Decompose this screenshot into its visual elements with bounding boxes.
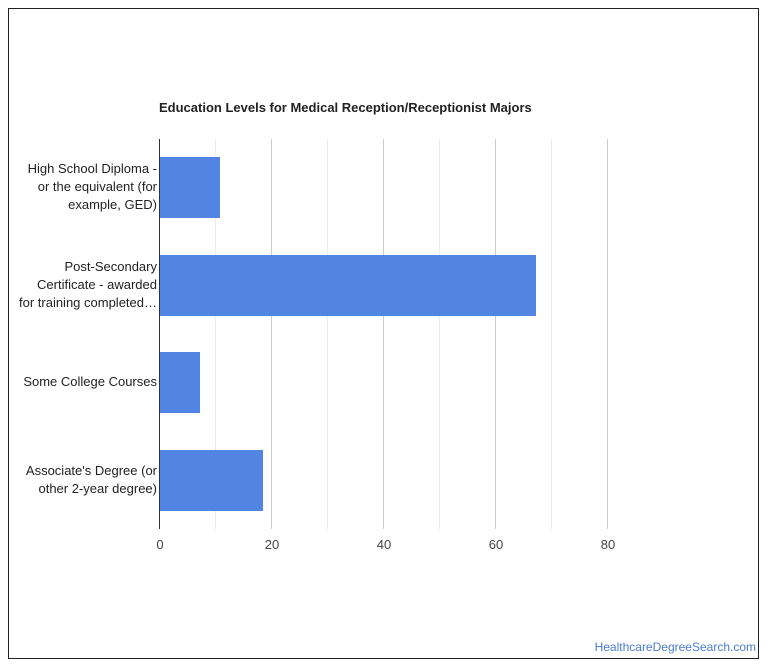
- gridline: [215, 139, 216, 529]
- x-tick-label: 80: [600, 537, 616, 552]
- chart-title: Education Levels for Medical Reception/R…: [159, 100, 532, 115]
- gridline: [271, 139, 272, 529]
- gridline: [327, 139, 328, 529]
- x-tick-label: 60: [488, 537, 504, 552]
- x-tick-label: 20: [264, 537, 280, 552]
- gridline: [495, 139, 496, 529]
- gridline: [607, 139, 608, 529]
- source-credit: HealthcareDegreeSearch.com: [594, 640, 756, 654]
- category-label: Post-Secondary Certificate - awarded for t…: [18, 258, 157, 310]
- bar: [160, 449, 264, 511]
- bar: [160, 352, 200, 414]
- chart-frame: [8, 8, 759, 659]
- gridline: [383, 139, 384, 529]
- category-label: Associate's Degree (or other 2-year degre…: [25, 462, 157, 496]
- category-label: Some College Courses: [23, 374, 157, 390]
- category-label: High School Diploma - or the equivalent (…: [27, 161, 157, 213]
- x-tick-label: 40: [376, 537, 392, 552]
- gridline: [551, 139, 552, 529]
- bar: [160, 157, 220, 219]
- gridline: [439, 139, 440, 529]
- x-tick-label: 0: [156, 537, 164, 552]
- bar: [160, 254, 536, 316]
- y-axis-line: [159, 139, 160, 529]
